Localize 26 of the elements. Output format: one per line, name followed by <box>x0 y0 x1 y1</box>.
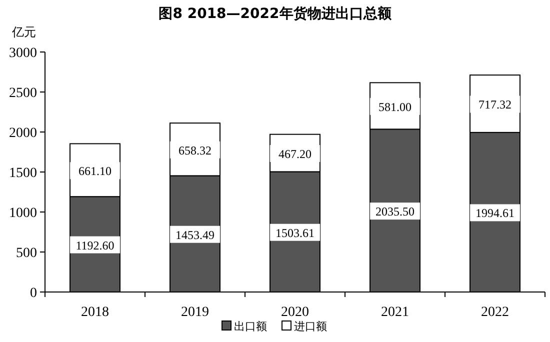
y-axis-title: 亿元 <box>11 25 36 39</box>
data-label: 467.20 <box>278 147 312 162</box>
data-label: 661.10 <box>78 164 112 178</box>
data-label: 658.32 <box>178 143 212 158</box>
data-label: 1503.61 <box>276 226 314 240</box>
y-tick-label: 0 <box>30 286 37 301</box>
x-tick-label: 2021 <box>381 305 409 320</box>
legend-label: 出口额 <box>234 320 267 333</box>
x-tick-label: 2018 <box>81 305 109 320</box>
data-label: 581.00 <box>378 100 412 114</box>
y-tick-label: 1000 <box>9 206 37 221</box>
y-tick-label: 2500 <box>9 86 37 101</box>
x-tick-label: 2019 <box>181 305 209 320</box>
legend-label: 进口额 <box>294 320 327 333</box>
chart-title: 图8 2018—2022年货物进出口总额 <box>158 5 392 22</box>
y-tick-label: 500 <box>16 246 37 261</box>
y-tick-label: 3000 <box>9 46 37 61</box>
data-label: 1453.49 <box>176 228 214 242</box>
data-label: 2035.50 <box>376 204 414 219</box>
y-tick-label: 1500 <box>9 166 37 181</box>
data-label: 1994.61 <box>476 206 514 220</box>
x-tick-label: 2020 <box>281 305 309 320</box>
y-tick-label: 2000 <box>9 126 37 141</box>
x-tick-label: 2022 <box>481 305 509 320</box>
data-label: 717.32 <box>478 98 512 112</box>
data-label: 1192.60 <box>76 238 114 252</box>
